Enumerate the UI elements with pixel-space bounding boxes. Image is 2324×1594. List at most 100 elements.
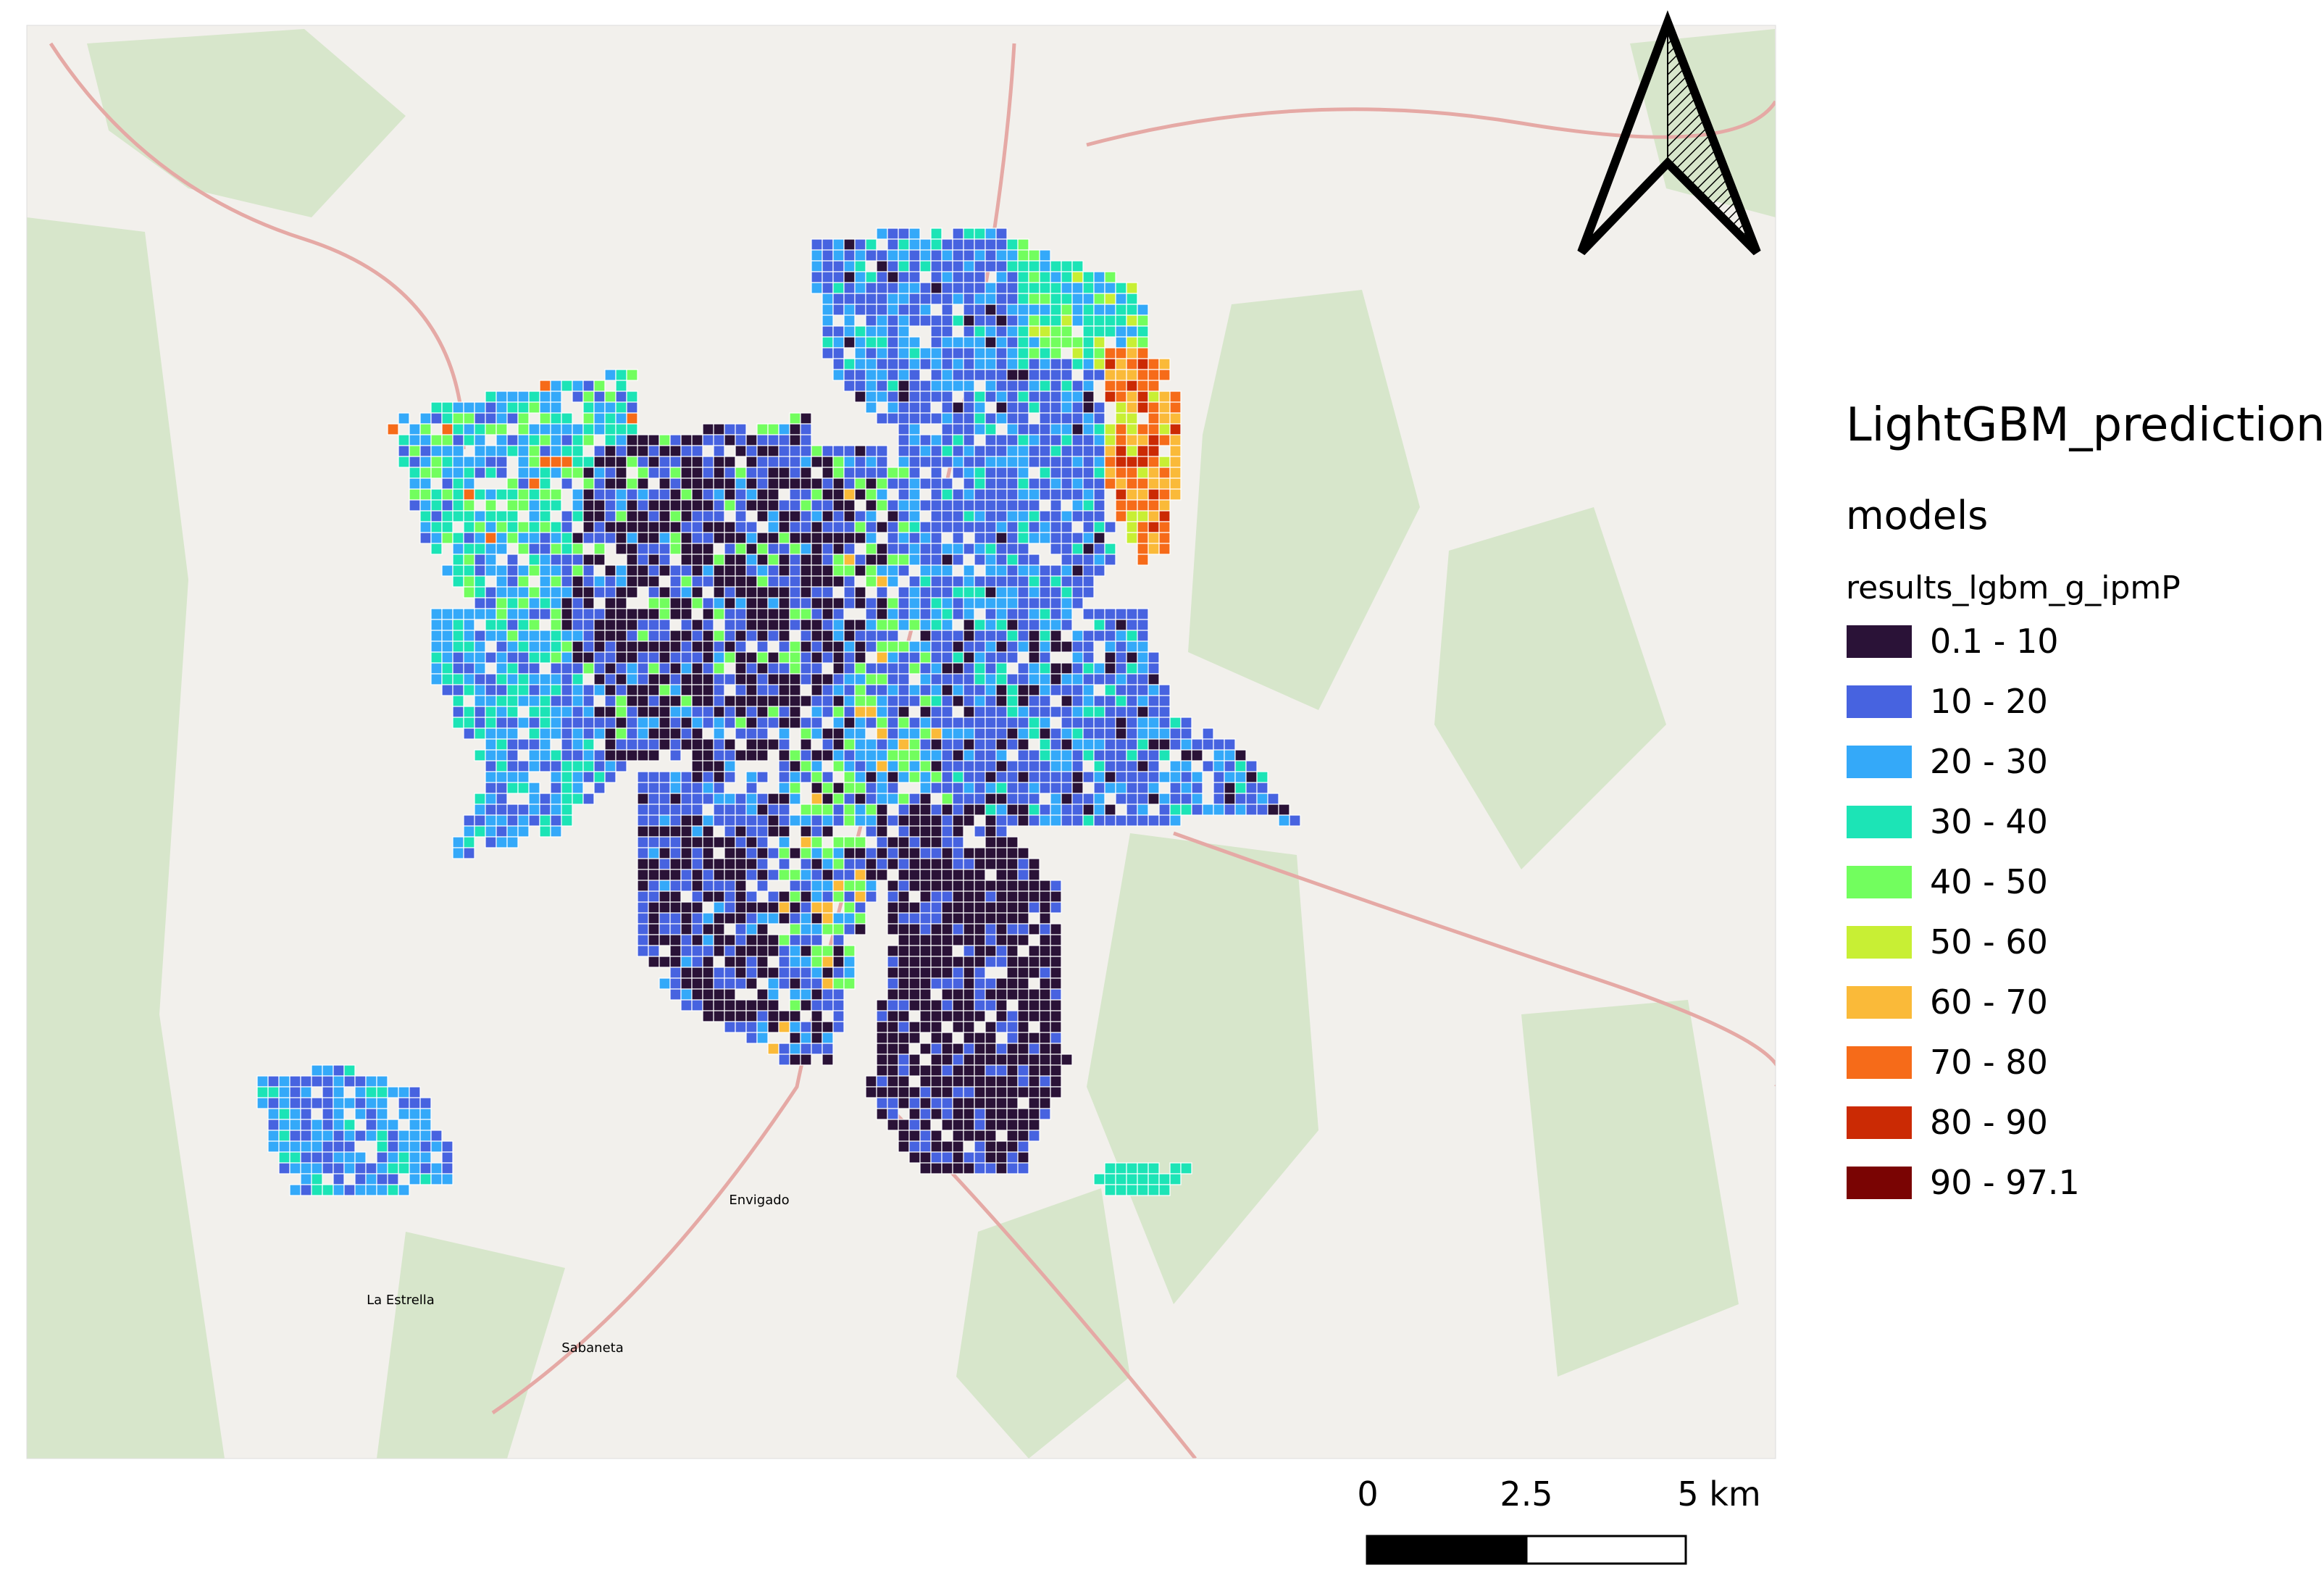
zone: [691, 869, 703, 881]
zone: [1137, 380, 1149, 392]
zone: [735, 880, 747, 892]
zone: [887, 967, 899, 979]
zone: [1006, 804, 1019, 816]
zone: [898, 510, 910, 522]
zone: [952, 912, 964, 925]
zone: [832, 760, 845, 772]
zone: [865, 325, 877, 338]
zone: [963, 999, 975, 1011]
zone: [800, 1043, 812, 1055]
zone: [1006, 880, 1019, 892]
zone: [398, 1162, 410, 1174]
zone: [702, 836, 714, 848]
zone: [876, 380, 888, 392]
zone: [1017, 1064, 1029, 1077]
zone: [974, 304, 986, 316]
zone: [919, 847, 932, 859]
zone: [702, 564, 714, 577]
zone: [800, 434, 812, 446]
zone: [876, 684, 888, 696]
zone: [637, 749, 649, 761]
zone: [539, 684, 551, 696]
zone: [582, 423, 595, 435]
zone: [735, 1021, 747, 1033]
zone: [528, 630, 540, 642]
zone: [659, 912, 671, 925]
zone: [1213, 738, 1225, 751]
zone: [659, 630, 671, 642]
zone: [887, 543, 899, 555]
zone: [604, 499, 616, 512]
zone: [887, 249, 899, 262]
zone: [876, 249, 888, 262]
zone: [735, 836, 747, 848]
zone: [854, 249, 866, 262]
zone: [898, 684, 910, 696]
zone: [952, 1108, 964, 1120]
zone: [778, 977, 790, 990]
zone: [974, 1064, 986, 1077]
zone: [985, 1021, 997, 1033]
zone: [854, 238, 866, 251]
zone: [1158, 532, 1171, 544]
zone: [963, 1064, 975, 1077]
zone: [506, 608, 519, 620]
zone: [1126, 1173, 1138, 1185]
zone: [550, 771, 562, 783]
zone: [974, 1140, 986, 1153]
zone: [789, 423, 801, 435]
zone: [1028, 575, 1040, 588]
zone: [1082, 630, 1095, 642]
zone: [474, 510, 486, 522]
zone: [811, 282, 823, 294]
zone: [485, 684, 497, 696]
zone: [930, 727, 942, 740]
zone: [811, 782, 823, 794]
zone: [974, 228, 986, 240]
zone: [615, 738, 627, 751]
zone: [398, 1108, 410, 1120]
zone: [311, 1119, 323, 1131]
zone: [832, 1021, 845, 1033]
zone: [528, 510, 540, 522]
zone: [1104, 673, 1116, 685]
zone: [582, 630, 595, 642]
zone: [669, 847, 682, 859]
zone: [898, 934, 910, 946]
zone: [1256, 771, 1268, 783]
zone: [702, 597, 714, 609]
zone: [865, 380, 877, 392]
zone: [1267, 793, 1279, 805]
zone: [745, 999, 758, 1011]
zone: [702, 782, 714, 794]
zone: [528, 554, 540, 566]
zone: [887, 325, 899, 338]
zone: [1158, 1184, 1171, 1196]
zone: [604, 488, 616, 501]
zone: [811, 445, 823, 457]
zone: [713, 967, 725, 979]
zone: [615, 695, 627, 707]
zone: [985, 445, 997, 457]
zone: [1017, 1010, 1029, 1022]
zone: [1126, 738, 1138, 751]
zone: [441, 684, 453, 696]
zone: [496, 597, 508, 609]
zone: [713, 749, 725, 761]
zone: [1126, 336, 1138, 349]
zone: [582, 488, 595, 501]
zone: [691, 477, 703, 490]
zone: [1224, 793, 1236, 805]
zone: [659, 727, 671, 740]
zone: [1050, 782, 1062, 794]
zone: [289, 1075, 301, 1088]
zone: [919, 586, 932, 598]
zone: [441, 521, 453, 533]
zone: [985, 782, 997, 794]
zone: [745, 521, 758, 533]
zone: [680, 456, 693, 468]
zone: [1028, 880, 1040, 892]
zone: [593, 640, 606, 653]
zone: [485, 814, 497, 827]
